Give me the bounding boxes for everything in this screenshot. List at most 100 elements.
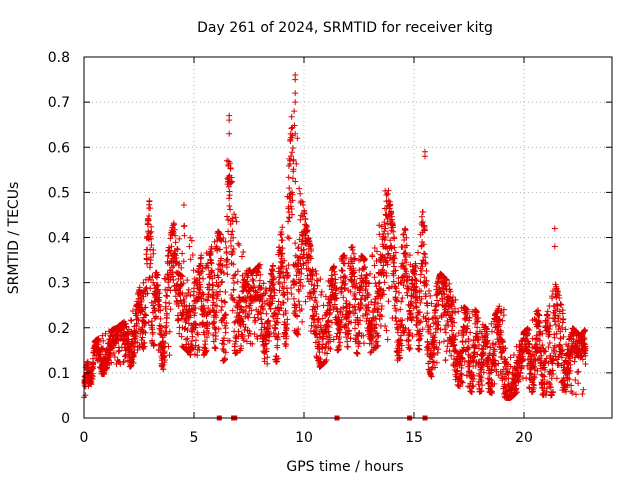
data-point	[469, 383, 476, 390]
data-point	[178, 272, 185, 279]
data-point	[266, 323, 273, 330]
data-point	[166, 352, 173, 359]
data-point	[130, 360, 137, 367]
data-point	[313, 299, 320, 306]
data-point	[367, 270, 374, 277]
data-point	[299, 255, 306, 262]
data-point	[456, 361, 463, 368]
data-point	[361, 264, 368, 271]
data-point	[450, 294, 457, 301]
data-point	[229, 307, 236, 314]
data-point	[332, 284, 339, 291]
data-point	[408, 317, 415, 324]
data-point	[312, 339, 319, 346]
data-point	[274, 304, 281, 311]
data-point	[143, 312, 150, 319]
data-point	[326, 332, 333, 339]
data-point	[232, 214, 239, 221]
data-point	[282, 310, 289, 317]
data-point	[217, 288, 224, 295]
data-point	[218, 319, 225, 326]
data-point	[472, 363, 479, 370]
data-point	[381, 228, 388, 235]
data-point	[133, 320, 140, 327]
data-point	[354, 350, 361, 357]
data-point	[138, 336, 145, 343]
data-point	[187, 256, 194, 263]
data-point	[381, 279, 388, 286]
data-point	[372, 339, 379, 346]
data-point	[222, 325, 229, 332]
y-axis-label: SRMTID / TECUs	[6, 182, 22, 295]
data-point	[238, 345, 245, 352]
data-point	[304, 227, 311, 234]
data-point	[251, 314, 258, 321]
data-point	[226, 192, 233, 199]
data-point	[408, 310, 415, 317]
data-point	[404, 283, 411, 290]
data-point	[375, 332, 382, 339]
data-point	[170, 229, 177, 236]
data-point	[458, 371, 465, 378]
data-point	[242, 308, 249, 315]
data-point	[190, 267, 197, 274]
data-point	[179, 250, 186, 257]
data-point	[275, 298, 282, 305]
data-point	[254, 335, 261, 342]
data-point	[380, 255, 387, 262]
data-point	[469, 388, 476, 395]
data-point	[341, 282, 348, 289]
data-point	[275, 331, 282, 338]
data-point	[435, 301, 442, 308]
data-point	[423, 267, 430, 274]
data-point	[134, 339, 141, 346]
data-point	[188, 345, 195, 352]
data-point	[298, 265, 305, 272]
data-point	[270, 329, 277, 336]
data-point	[164, 293, 171, 300]
data-point	[389, 222, 396, 229]
data-point	[174, 298, 181, 305]
data-point	[455, 382, 462, 389]
data-point	[291, 122, 298, 129]
data-point	[230, 234, 237, 241]
data-point	[349, 260, 356, 267]
data-point	[220, 270, 227, 277]
data-point	[327, 338, 334, 345]
data-point	[451, 336, 458, 343]
data-point	[292, 178, 299, 185]
data-point	[91, 352, 98, 359]
data-point	[455, 308, 462, 315]
data-point	[478, 330, 485, 337]
data-point	[219, 278, 226, 285]
data-point	[449, 323, 456, 330]
data-point	[230, 245, 237, 252]
data-point	[221, 298, 228, 305]
data-point	[371, 274, 378, 281]
data-point	[402, 227, 409, 234]
data-point	[562, 326, 569, 333]
data-point	[142, 329, 149, 336]
data-point	[279, 224, 286, 231]
data-point	[399, 294, 406, 301]
data-point	[175, 316, 182, 323]
data-point	[551, 225, 558, 232]
data-point	[385, 187, 392, 194]
data-point	[486, 350, 493, 357]
data-point	[166, 328, 173, 335]
data-point	[368, 340, 375, 347]
data-point	[263, 345, 270, 352]
data-point	[100, 337, 107, 344]
data-point	[145, 319, 152, 326]
data-point	[427, 323, 434, 330]
data-point	[331, 301, 338, 308]
data-point	[488, 377, 495, 384]
data-point	[315, 319, 322, 326]
data-point	[302, 216, 309, 223]
data-point	[420, 250, 427, 257]
data-point	[211, 318, 218, 325]
data-point	[247, 302, 254, 309]
data-point	[287, 153, 294, 160]
data-point	[378, 291, 385, 298]
data-point	[290, 158, 297, 165]
